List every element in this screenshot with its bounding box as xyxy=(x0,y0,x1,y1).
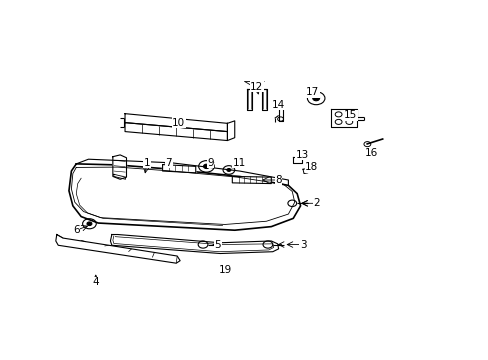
Polygon shape xyxy=(162,165,195,173)
Polygon shape xyxy=(232,176,271,184)
Text: 11: 11 xyxy=(232,158,246,168)
Text: 10: 10 xyxy=(172,118,185,128)
Text: 16: 16 xyxy=(364,148,377,158)
Circle shape xyxy=(226,168,230,171)
Polygon shape xyxy=(227,121,234,140)
Text: 6: 6 xyxy=(73,225,80,235)
Polygon shape xyxy=(125,123,227,140)
Text: 12: 12 xyxy=(249,82,263,92)
Text: 15: 15 xyxy=(344,111,357,121)
Text: 3: 3 xyxy=(299,239,305,249)
Polygon shape xyxy=(114,174,125,179)
Text: 9: 9 xyxy=(206,158,213,168)
Text: 7: 7 xyxy=(165,158,172,168)
Text: 5: 5 xyxy=(214,239,221,249)
Polygon shape xyxy=(278,108,282,121)
Polygon shape xyxy=(69,164,300,230)
Polygon shape xyxy=(125,114,227,132)
Polygon shape xyxy=(261,89,267,110)
Text: 18: 18 xyxy=(305,162,318,172)
Text: 8: 8 xyxy=(275,175,282,185)
Polygon shape xyxy=(56,234,180,263)
Circle shape xyxy=(312,96,319,101)
Text: 19: 19 xyxy=(218,265,231,275)
Circle shape xyxy=(203,164,209,168)
Text: 17: 17 xyxy=(305,87,319,97)
Text: 14: 14 xyxy=(271,100,285,110)
Text: 13: 13 xyxy=(295,150,308,160)
Text: 4: 4 xyxy=(92,277,99,287)
Polygon shape xyxy=(303,168,307,174)
Polygon shape xyxy=(113,155,126,179)
Polygon shape xyxy=(110,234,278,253)
Polygon shape xyxy=(246,89,251,110)
Circle shape xyxy=(87,222,92,226)
Text: 1: 1 xyxy=(143,158,150,168)
Polygon shape xyxy=(330,109,356,127)
Polygon shape xyxy=(293,157,302,163)
Text: 2: 2 xyxy=(313,198,319,208)
